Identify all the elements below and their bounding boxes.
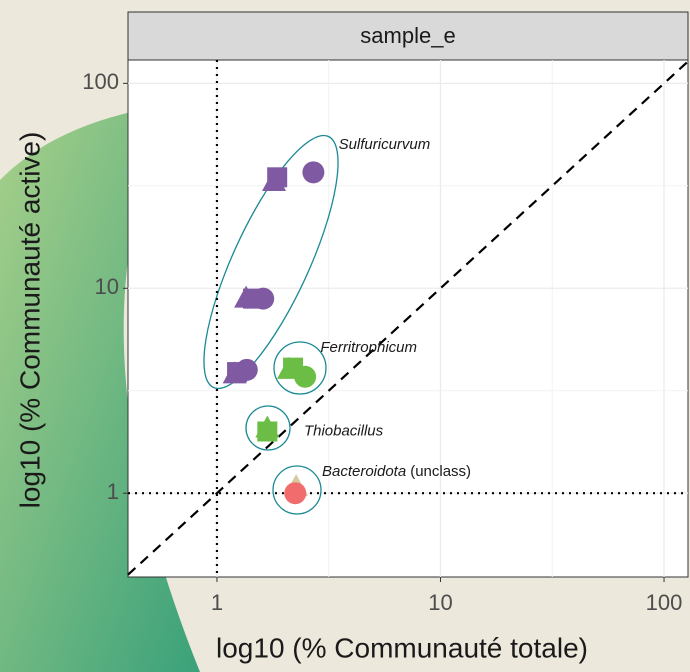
- annotation: Sulfuricurvum: [339, 136, 431, 153]
- x-axis-title: log10 (% Communauté totale): [216, 632, 588, 663]
- point: [243, 289, 263, 309]
- y-tick-label: 10: [95, 274, 119, 299]
- point: [257, 422, 277, 442]
- annotation: Bacteroidota(unclass): [322, 463, 471, 480]
- point: [294, 366, 316, 388]
- x-tick-label: 1: [211, 590, 223, 615]
- y-tick-label: 100: [82, 69, 119, 94]
- annotation-name: Sulfuricurvum: [339, 136, 431, 153]
- y-axis-title: log10 (% Communauté active): [14, 132, 45, 509]
- x-tick-label: 100: [646, 590, 683, 615]
- annotation-suffix: (unclass): [410, 463, 471, 480]
- x-tick-label: 10: [428, 590, 452, 615]
- annotation: Ferritrophicum: [320, 339, 417, 356]
- annotation-name: Ferritrophicum: [320, 339, 417, 356]
- chart: sample_e log10 (% Communauté totale) log…: [0, 0, 690, 672]
- point: [284, 482, 306, 504]
- annotation-name: Bacteroidota: [322, 463, 406, 480]
- annotation: Thiobacillus: [304, 422, 384, 439]
- y-tick-label: 1: [107, 479, 119, 504]
- annotation-name: Thiobacillus: [304, 422, 384, 439]
- strip-label: sample_e: [360, 23, 455, 48]
- point: [302, 161, 324, 183]
